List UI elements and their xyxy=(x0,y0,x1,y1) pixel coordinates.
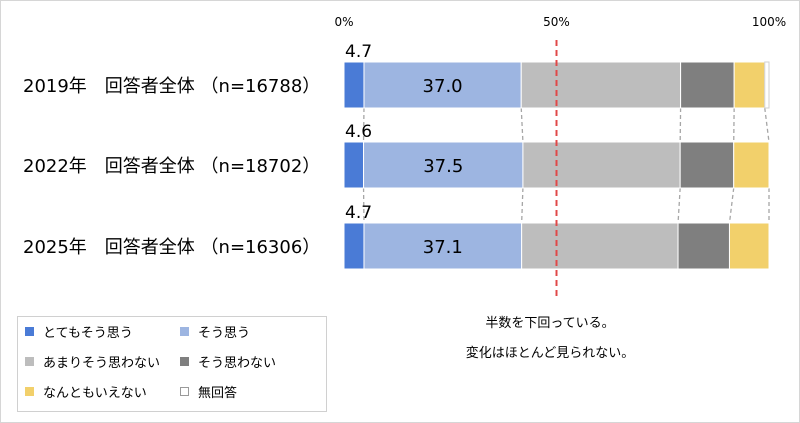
legend-item: 無回答 xyxy=(180,381,237,401)
x-tick-label: 0% xyxy=(334,15,353,29)
bar-segment xyxy=(764,61,770,109)
legend-item: なんともいえない xyxy=(25,381,147,401)
legend-swatch xyxy=(180,386,189,396)
legend-label: 無回答 xyxy=(198,385,238,401)
data-label: 37.1 xyxy=(423,237,463,258)
bar-segment xyxy=(363,222,523,270)
legend-item: そう思わない xyxy=(180,351,276,371)
bar-segment xyxy=(733,141,770,189)
bar-segment xyxy=(363,61,522,109)
legend-swatch xyxy=(25,326,34,336)
x-tick-label: 100% xyxy=(752,15,786,29)
series-connector-line xyxy=(520,107,524,143)
category-label: 2019年 回答者全体 （n=16788） xyxy=(23,76,320,97)
series-connector-line xyxy=(521,187,524,224)
data-label: 4.7 xyxy=(345,42,372,62)
bar-segment xyxy=(521,222,679,270)
legend-label: そう思わない xyxy=(198,355,277,371)
bar-segments xyxy=(343,61,770,270)
legend-label: そう思う xyxy=(198,325,251,341)
bar-segment xyxy=(343,222,365,270)
bar-segment xyxy=(343,61,365,109)
bar-segment xyxy=(520,61,682,109)
legend-label: なんともいえない xyxy=(43,385,147,401)
data-label: 37.5 xyxy=(423,156,463,177)
legend: とてもそう思う そう思うあまりそう思わない そう思わないなんともいえない 無回答 xyxy=(17,316,327,412)
legend-item: そう思う xyxy=(180,321,250,341)
bar-segment xyxy=(343,141,365,189)
legend-swatch xyxy=(25,356,34,366)
data-label: 4.7 xyxy=(345,203,372,223)
legend-swatch xyxy=(180,326,189,336)
bar-segment xyxy=(679,141,735,189)
bar-segment xyxy=(728,222,770,270)
series-connector-line xyxy=(677,187,681,224)
data-labels: 4.7 4.6 4.7 37.0 37.5 37.1 xyxy=(345,42,463,258)
bar-segment xyxy=(677,222,730,270)
category-labels: 2019年 回答者全体 （n=16788） 2022年 回答者全体 （n=1870… xyxy=(23,76,320,258)
x-tick-label: 50% xyxy=(543,15,570,29)
bar-segment xyxy=(680,61,735,109)
category-label: 2022年 回答者全体 （n=18702） xyxy=(23,156,320,177)
series-connector-line xyxy=(764,107,770,143)
category-label: 2025年 回答者全体 （n=16306） xyxy=(23,237,320,258)
bar-segment xyxy=(733,61,766,109)
note-line-2: 変化はほとんど見られない。 xyxy=(465,346,635,361)
series-connector-line xyxy=(728,187,735,224)
legend-label: あまりそう思わない xyxy=(43,355,161,371)
series-connectors xyxy=(362,107,770,224)
legend-swatch xyxy=(25,386,34,396)
data-label: 37.0 xyxy=(423,76,463,97)
legend-item: あまりそう思わない xyxy=(25,351,160,371)
legend-swatch xyxy=(180,356,189,366)
note-line-1: 半数を下回っている。 xyxy=(485,316,615,331)
legend-label: とてもそう思う xyxy=(43,325,133,341)
x-axis-ticks: 0% 50% 100% xyxy=(334,15,786,29)
data-label: 4.6 xyxy=(345,122,372,142)
legend-item: とてもそう思う xyxy=(25,321,133,341)
bar-segment xyxy=(522,141,681,189)
